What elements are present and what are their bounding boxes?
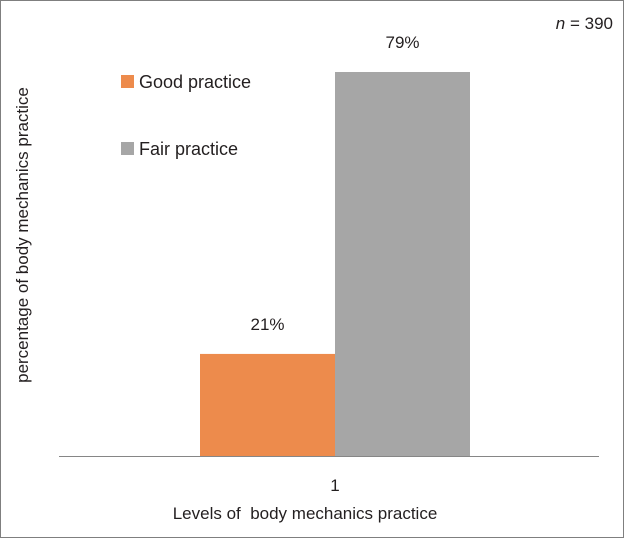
legend-label-fair-practice: Fair practice bbox=[139, 139, 238, 159]
x-tick-label: 1 bbox=[330, 476, 339, 495]
data-label-fair-practice: 79% bbox=[385, 33, 419, 52]
x-tick-labels: 1 bbox=[330, 476, 339, 495]
bars-group bbox=[200, 72, 470, 456]
legend-swatch-good-practice bbox=[121, 75, 134, 88]
legend-swatch-fair-practice bbox=[121, 142, 134, 155]
bar-fair-practice bbox=[335, 72, 470, 456]
data-label-good-practice: 21% bbox=[250, 315, 284, 334]
bar-good-practice bbox=[200, 353, 335, 456]
x-axis-title: Levels of body mechanics practice bbox=[173, 504, 438, 523]
y-axis-title: percentage of body mechanics practice bbox=[13, 87, 32, 383]
sample-size-label: n = 390 bbox=[556, 14, 613, 33]
legend-label-good-practice: Good practice bbox=[139, 72, 251, 92]
data-labels-group: 21% 79% bbox=[250, 33, 419, 334]
legend: Good practice Fair practice bbox=[121, 72, 251, 159]
